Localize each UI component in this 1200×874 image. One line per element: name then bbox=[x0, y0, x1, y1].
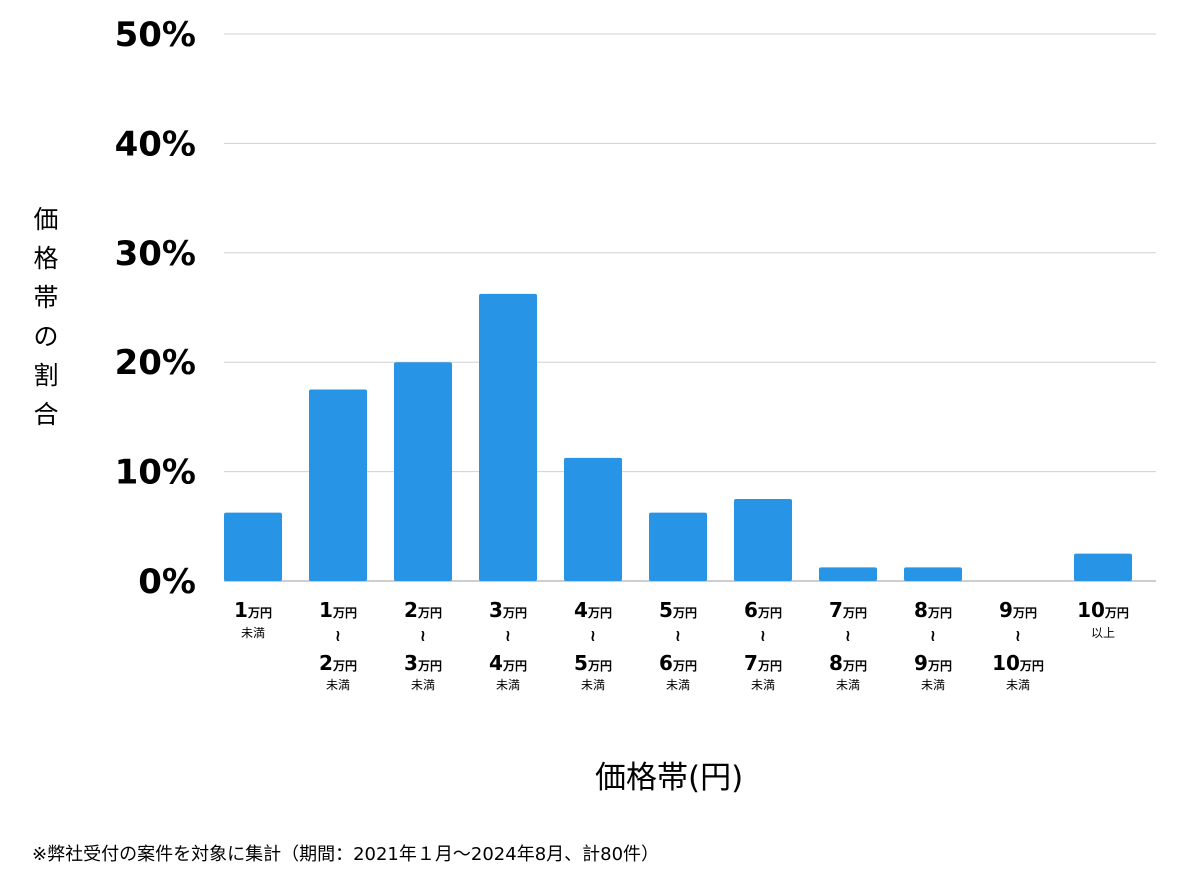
x-tick-label: 3万円 bbox=[404, 651, 442, 675]
x-tick-label: 9万円 bbox=[914, 651, 952, 675]
x-tick-label: 10万円 bbox=[992, 651, 1044, 675]
x-tick-label: 8万円 bbox=[829, 651, 867, 675]
x-tick-range-mark: ~ bbox=[1009, 629, 1028, 642]
x-tick-sublabel: 未満 bbox=[666, 678, 690, 692]
x-tick-sublabel: 未満 bbox=[836, 678, 860, 692]
y-tick-label: 20% bbox=[115, 343, 196, 383]
y-tick-label: 50% bbox=[115, 15, 196, 55]
x-tick-sublabel: 未満 bbox=[921, 678, 945, 692]
x-axis-label: 価格帯(円) bbox=[595, 760, 744, 796]
bar bbox=[904, 567, 962, 581]
x-tick-label: 5万円 bbox=[574, 651, 612, 675]
x-tick-label: 7万円 bbox=[829, 598, 867, 622]
x-tick-label: 3万円 bbox=[489, 598, 527, 622]
x-tick-sublabel: 未満 bbox=[1006, 678, 1030, 692]
x-tick-label: 1万円 bbox=[234, 598, 272, 622]
x-tick-label: 5万円 bbox=[659, 598, 697, 622]
x-tick-label: 2万円 bbox=[319, 651, 357, 675]
bar bbox=[309, 389, 367, 581]
x-tick-range-mark: ~ bbox=[584, 629, 603, 642]
x-tick-sublabel: 以上 bbox=[1091, 626, 1115, 640]
x-tick-label: 4万円 bbox=[489, 651, 527, 675]
bar bbox=[224, 512, 282, 581]
x-tick-label: 10万円 bbox=[1077, 598, 1129, 622]
x-tick-label: 8万円 bbox=[914, 598, 952, 622]
bar bbox=[564, 457, 622, 581]
bar bbox=[649, 512, 707, 581]
bar-chart: 0%10%20%30%40%50%1万円未満1万円~2万円未満2万円~3万円未満… bbox=[115, 15, 1156, 692]
bar bbox=[734, 498, 792, 581]
bar bbox=[819, 567, 877, 581]
x-tick-sublabel: 未満 bbox=[241, 626, 265, 640]
x-tick-range-mark: ~ bbox=[924, 629, 943, 642]
y-tick-label: 40% bbox=[115, 124, 196, 164]
x-tick-sublabel: 未満 bbox=[581, 678, 605, 692]
x-tick-sublabel: 未満 bbox=[411, 678, 435, 692]
x-tick-label: 2万円 bbox=[404, 598, 442, 622]
x-tick-sublabel: 未満 bbox=[496, 678, 520, 692]
x-tick-label: 6万円 bbox=[659, 651, 697, 675]
footnote: ※弊社受付の案件を対象に集計（期間：2021年１月〜2024年8月、計80件） bbox=[32, 844, 660, 865]
x-tick-label: 1万円 bbox=[319, 598, 357, 622]
x-tick-range-mark: ~ bbox=[499, 629, 518, 642]
x-tick-label: 9万円 bbox=[999, 598, 1037, 622]
x-tick-range-mark: ~ bbox=[754, 629, 773, 642]
bar bbox=[479, 293, 537, 581]
x-tick-sublabel: 未満 bbox=[326, 678, 350, 692]
x-tick-label: 7万円 bbox=[744, 651, 782, 675]
x-tick-range-mark: ~ bbox=[669, 629, 688, 642]
y-tick-label: 0% bbox=[138, 562, 196, 602]
y-axis-label: 価格帯の割合 bbox=[33, 205, 59, 429]
x-tick-range-mark: ~ bbox=[839, 629, 858, 642]
x-tick-range-mark: ~ bbox=[329, 629, 348, 642]
x-tick-label: 6万円 bbox=[744, 598, 782, 622]
bar bbox=[1074, 553, 1132, 581]
y-tick-label: 10% bbox=[115, 453, 196, 493]
x-tick-label: 4万円 bbox=[574, 598, 612, 622]
x-tick-sublabel: 未満 bbox=[751, 678, 775, 692]
bar bbox=[394, 362, 452, 581]
y-tick-label: 30% bbox=[115, 234, 196, 274]
x-tick-range-mark: ~ bbox=[414, 629, 433, 642]
